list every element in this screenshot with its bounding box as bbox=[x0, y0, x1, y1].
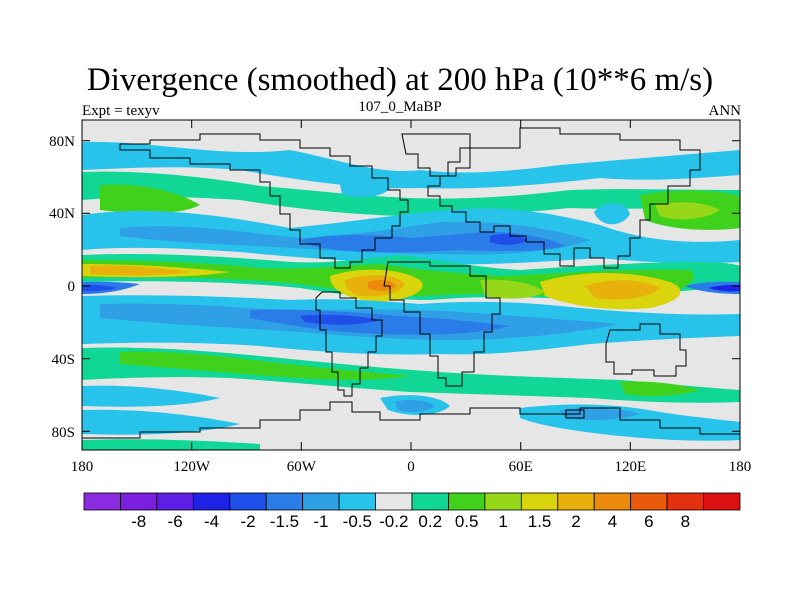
contour-band bbox=[620, 381, 700, 397]
colorbar-label: -4 bbox=[204, 512, 219, 531]
y-tick-label: 40S bbox=[52, 352, 75, 368]
colorbar-swatch bbox=[520, 492, 559, 511]
colorbar-swatch bbox=[484, 492, 522, 511]
y-tick-label: 40N bbox=[49, 206, 75, 222]
x-tick-label: 120W bbox=[173, 459, 211, 475]
contour-band bbox=[655, 202, 720, 220]
colorbar-swatch bbox=[338, 492, 376, 511]
colorbar-label: 0.5 bbox=[455, 512, 479, 531]
colorbar-swatch bbox=[630, 492, 668, 511]
season-label: ANN bbox=[708, 103, 742, 119]
colorbar-label: -6 bbox=[168, 512, 183, 531]
colorbar-label: 6 bbox=[644, 512, 653, 531]
x-tick-label: 180 bbox=[71, 459, 94, 475]
x-tick-label: 180 bbox=[729, 459, 752, 475]
colorbar-label: -8 bbox=[131, 512, 146, 531]
colorbar-swatch bbox=[302, 492, 340, 511]
contour-band bbox=[480, 279, 545, 299]
colorbar: -8 -6 -4 -2 -1.5 -1 -0.5 -0.2 0.2 0.5 1 1.5 2 4 6 8 bbox=[83, 492, 741, 531]
contour-band bbox=[340, 176, 392, 198]
colorbar-swatch bbox=[557, 492, 595, 511]
contour-band bbox=[90, 265, 190, 276]
contour-band bbox=[594, 203, 630, 225]
colorbar-swatch bbox=[120, 492, 158, 511]
colorbar-swatch bbox=[703, 492, 741, 511]
divergence-field bbox=[82, 120, 740, 450]
contour-band bbox=[82, 141, 740, 189]
x-tick-label: 0 bbox=[407, 459, 415, 475]
contour-band bbox=[395, 399, 435, 413]
x-tick-label: 60W bbox=[287, 459, 317, 475]
y-tick-label: 80N bbox=[49, 134, 75, 150]
island-outline bbox=[565, 409, 585, 419]
colorbar-swatch bbox=[229, 492, 267, 511]
africa-outline bbox=[383, 261, 501, 387]
x-tick-label: 60E bbox=[509, 459, 533, 475]
case-label: 107_0_MaBP bbox=[358, 99, 442, 115]
colorbar-label: -0.2 bbox=[379, 512, 408, 531]
axis-ticks bbox=[81, 120, 741, 450]
x-tick-label: 120E bbox=[614, 459, 646, 475]
colorbar-swatch bbox=[666, 492, 704, 511]
contour-band bbox=[82, 171, 740, 216]
y-tick-label: 0 bbox=[68, 279, 76, 295]
map-title: Divergence (smoothed) at 200 hPa (10**6 … bbox=[86, 62, 714, 98]
north-america-outline bbox=[119, 133, 409, 269]
antarctica-outline bbox=[82, 401, 740, 439]
coastlines bbox=[82, 127, 740, 439]
colorbar-label: 1 bbox=[498, 512, 507, 531]
contour-band bbox=[585, 280, 660, 300]
colorbar-label: -1.5 bbox=[270, 512, 299, 531]
colorbar-swatch bbox=[83, 492, 121, 511]
colorbar-swatch bbox=[375, 492, 413, 511]
colorbar-label: 0.2 bbox=[418, 512, 442, 531]
colorbar-label: 1.5 bbox=[528, 512, 552, 531]
colorbar-label: -2 bbox=[240, 512, 255, 531]
eurasia-outline bbox=[427, 127, 701, 269]
colorbar-swatch bbox=[593, 492, 632, 511]
colorbar-swatch bbox=[448, 492, 486, 511]
colorbar-label: -0.5 bbox=[343, 512, 372, 531]
experiment-label: Expt = texyv bbox=[82, 103, 160, 119]
y-tick-label: 80S bbox=[52, 425, 75, 441]
colorbar-label: -1 bbox=[313, 512, 328, 531]
australia-outline bbox=[605, 323, 687, 377]
south-america-outline bbox=[315, 291, 383, 397]
contour-band bbox=[100, 184, 200, 214]
contour-band bbox=[82, 284, 118, 292]
contour-band bbox=[82, 439, 260, 450]
contour-band bbox=[82, 385, 220, 407]
colorbar-swatch bbox=[411, 492, 449, 511]
colorbar-label: 8 bbox=[681, 512, 690, 531]
colorbar-label: 2 bbox=[571, 512, 580, 531]
contour-band bbox=[490, 233, 528, 245]
colorbar-swatch bbox=[192, 492, 231, 511]
colorbar-swatch bbox=[265, 492, 304, 511]
colorbar-swatch bbox=[156, 492, 194, 511]
contour-band bbox=[368, 279, 396, 291]
colorbar-label: 4 bbox=[608, 512, 617, 531]
